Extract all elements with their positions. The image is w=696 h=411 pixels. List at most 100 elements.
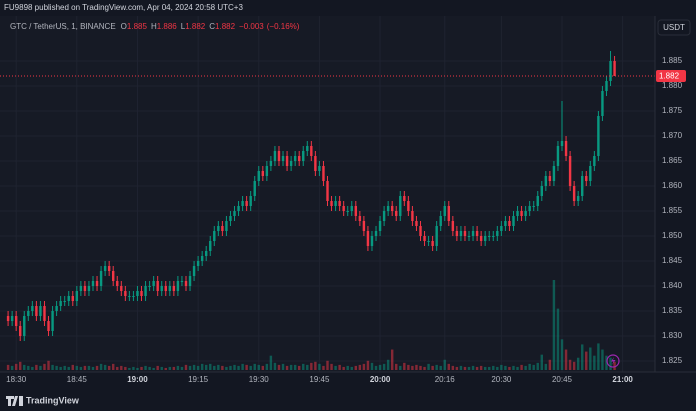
volume-bar <box>245 364 248 370</box>
volume-bar <box>544 363 548 370</box>
candle-body <box>152 281 155 286</box>
y-tick-label: 1.845 <box>662 256 683 265</box>
volume-bar <box>47 360 50 370</box>
volume-bar <box>613 361 616 370</box>
volume-bar <box>14 363 18 370</box>
volume-bar <box>281 363 285 370</box>
volume-bar <box>455 366 459 370</box>
candle-body <box>188 276 192 286</box>
candle-body <box>200 256 204 261</box>
volume-bar <box>229 365 232 370</box>
candle-body <box>427 241 430 242</box>
volume-bar <box>176 365 180 370</box>
volume-bar <box>213 365 216 370</box>
volume-bar <box>516 366 519 370</box>
candle-body <box>358 216 362 221</box>
volume-bar <box>314 361 317 370</box>
x-tick-label: 19:45 <box>309 375 330 384</box>
volume-bar <box>581 344 584 370</box>
y-tick-label: 1.870 <box>662 131 683 140</box>
candle-body <box>63 301 66 302</box>
volume-bar <box>576 357 580 370</box>
candle-body <box>180 281 184 282</box>
currency[interactable]: USDT <box>663 23 685 32</box>
volume-bar <box>423 366 426 370</box>
candle-body <box>107 266 111 271</box>
volume-bar <box>338 364 341 370</box>
volume-bar <box>451 365 455 370</box>
candle-body <box>156 281 159 291</box>
volume-bar <box>536 362 539 370</box>
candle-body <box>483 236 487 241</box>
change: −0.003 <box>239 22 264 31</box>
candle-body <box>443 206 446 216</box>
volume-bar <box>87 365 91 370</box>
x-tick-label: 20:00 <box>370 375 391 384</box>
candle-body <box>35 306 38 316</box>
candle-body <box>411 211 414 221</box>
candle-body <box>585 176 588 181</box>
candle-body <box>281 156 285 161</box>
candle-body <box>245 201 248 206</box>
candle-body <box>10 316 14 321</box>
volume-bar <box>560 339 564 370</box>
volume-bar <box>572 361 576 370</box>
candle-body <box>366 231 370 246</box>
candle-body <box>386 206 390 211</box>
volume-bar <box>269 355 273 370</box>
volume-bar <box>524 365 527 370</box>
volume-bar <box>51 364 54 370</box>
volume-bar <box>75 365 79 370</box>
candle-body <box>164 286 167 291</box>
candle-body <box>79 286 83 291</box>
volume-bar <box>111 363 115 370</box>
volume-bar <box>358 364 362 370</box>
volume-bar <box>128 367 131 370</box>
candle-body <box>269 161 273 166</box>
candle-body <box>455 231 459 236</box>
candle-body <box>322 166 325 181</box>
volume-bar <box>184 364 188 370</box>
volume-bar <box>55 365 58 370</box>
candle-body <box>605 81 608 91</box>
x-tick-label: 18:30 <box>6 375 27 384</box>
volume-bar <box>273 362 277 370</box>
volume-bar <box>475 366 479 370</box>
candle-body <box>75 291 79 301</box>
candle-body <box>59 301 62 306</box>
volume-bar <box>601 349 604 370</box>
volume-bar <box>172 366 176 370</box>
volume-bar <box>204 364 208 370</box>
candle-body <box>459 231 463 236</box>
volume-bar <box>556 308 560 370</box>
candle-body <box>43 306 46 321</box>
volume-bar <box>366 360 370 370</box>
candle-body <box>528 206 531 211</box>
candle-body <box>568 156 572 186</box>
volume-bar <box>593 355 596 370</box>
volume-bar <box>35 364 38 370</box>
volume-bar <box>103 364 107 370</box>
currency-box[interactable] <box>657 19 691 36</box>
volume-bar <box>285 365 289 370</box>
volume-bar <box>370 362 374 370</box>
volume-bar <box>443 359 446 370</box>
candle-body <box>213 231 216 241</box>
candle-body <box>407 201 410 211</box>
brand-logo <box>6 396 23 406</box>
candle-body <box>87 286 91 291</box>
candle-body <box>257 171 260 181</box>
volume-bar <box>6 364 10 370</box>
candle-body <box>233 211 236 216</box>
candle-body <box>55 306 58 311</box>
lightning-icon[interactable] <box>606 354 620 368</box>
volume-bar <box>144 365 147 370</box>
candle-body <box>399 196 402 216</box>
volume-bar <box>483 366 487 370</box>
volume-bar <box>209 363 212 370</box>
volume-bar <box>265 363 269 370</box>
volume-bar <box>597 343 600 370</box>
volume-bar <box>508 366 511 370</box>
volume-bar <box>540 354 544 370</box>
candle-body <box>492 236 495 237</box>
